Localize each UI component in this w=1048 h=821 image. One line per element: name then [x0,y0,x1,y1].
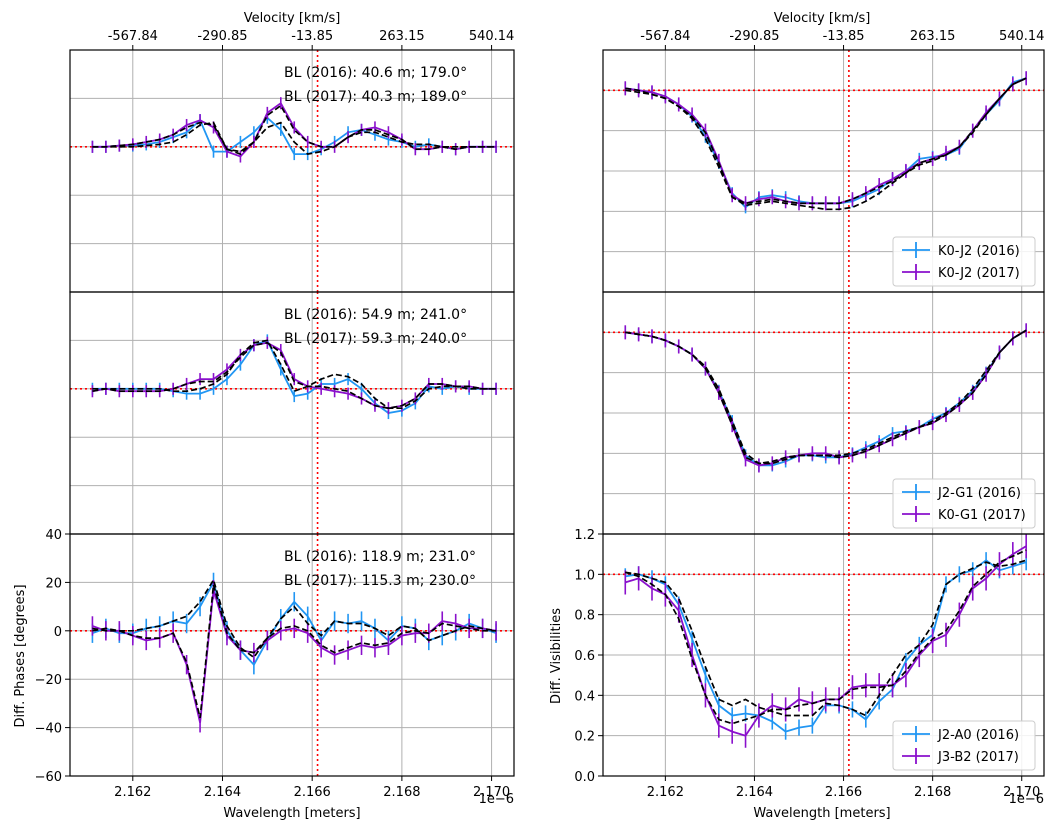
phase-y-tick-label: −60 [35,770,62,785]
visibility-panel-1: K0-J2 (2016) K0-J2 (2017) [603,50,1044,292]
velocity-tick-label: 263.15 [379,29,425,44]
right-x-offset-label: 1e−6 [1009,792,1044,807]
visibility-panel-2-legend: J2-G1 (2016) K0-G1 (2017) [892,478,1036,529]
model-2016 [92,339,497,410]
model-2017 [92,104,497,156]
x-tick-label: 2.162 [647,785,684,800]
panel-frames [69,49,1045,777]
velocity-tick-label: -13.85 [291,29,333,44]
model-2016 [625,559,1027,717]
visibility-y-tick-label: 0.6 [574,649,595,664]
left-x-offset-label: 1e−6 [479,792,514,807]
velocity-tick-label: -290.85 [197,29,247,44]
panel-frame [69,291,515,535]
series-2017 [625,545,1027,737]
panel-frame [602,533,1045,777]
phase-panel-3-bl-2016: BL (2016): 118.9 m; 231.0° [284,549,476,565]
visibility-y-tick-label: 0.0 [574,770,595,785]
x-tick-label: 2.166 [825,785,862,800]
visibility-panel-2: J2-G1 (2016) K0-G1 (2017) [603,292,1044,534]
x-tick-label: 2.168 [914,785,951,800]
velocity-tick-label: -567.84 [640,29,690,44]
model-2016 [92,577,497,659]
visibility-panel-1-legend: K0-J2 (2016) K0-J2 (2017) [892,236,1036,287]
velocity-tick-label: -13.85 [823,29,865,44]
right-velocity-axis: Velocity [km/s] -567.84 -290.85 -13.85 263.… [640,11,1044,50]
panel-frame [69,49,515,293]
right-x-axis: 2.162 2.164 2.166 2.168 2.170 Wavelength [me… [647,776,1044,821]
visibility-y-tick-label: 0.8 [574,609,595,624]
legend-entry-2016: K0-J2 (2016) [938,244,1020,259]
legend-entry-2016: J2-G1 (2016) [937,486,1021,501]
velocity-tick-label: 540.14 [999,29,1045,44]
model-2017 [625,329,1027,465]
model-2016 [92,121,497,156]
visibility-panel-3: J2-A0 (2016) J3-B2 (2017) [603,534,1044,776]
visibility-y-tick-label: 1.2 [574,528,595,543]
visibility-y-axis-label: Diff. Visibilities [549,608,564,704]
phase-y-tick-label: 0 [54,625,62,640]
velocity-tick-label: 263.15 [910,29,956,44]
left-x-axis: 2.162 2.164 2.166 2.168 2.170 Wavelength [me… [114,776,514,821]
series-2016 [625,77,1027,209]
phase-panel-1-bl-2016: BL (2016): 40.6 m; 179.0° [284,65,467,81]
phase-panel-1: BL (2016): 40.6 m; 179.0° BL (2017): 40.… [70,50,514,292]
visibility-y-tick-label: 0.4 [574,689,595,704]
legend-entry-2017: K0-G1 (2017) [938,508,1026,523]
phase-y-tick-label: 40 [45,528,62,543]
x-tick-label: 2.162 [114,785,151,800]
x-tick-label: 2.170 [1003,785,1040,800]
right-velocity-axis-label: Velocity [km/s] [774,11,871,26]
velocity-tick-label: -290.85 [729,29,779,44]
phase-panel-2-bl-2016: BL (2016): 54.9 m; 241.0° [284,307,467,323]
phase-panel-2: BL (2016): 54.9 m; 241.0° BL (2017): 59.… [70,292,514,534]
model-2017 [625,77,1027,205]
phase-panel-1-bl-2017: BL (2017): 40.3 m; 189.0° [284,89,467,105]
legend-entry-2016: J2-A0 (2016) [937,728,1019,743]
model-2016 [625,77,1027,211]
visibility-y-tick-label: 0.2 [574,730,595,745]
velocity-tick-label: 540.14 [469,29,515,44]
x-tick-label: 2.170 [473,785,510,800]
visibility-y-tick-label: 1.0 [574,568,595,583]
phase-y-tick-label: −20 [35,673,62,688]
legend-entry-2017: J3-B2 (2017) [937,750,1019,765]
model-2017 [92,341,497,410]
left-velocity-axis-label: Velocity [km/s] [244,11,341,26]
model-2016 [625,329,1027,465]
phase-y-axis: −60 −40 −20 0 20 40 Diff. Phases [degrees] [13,528,70,785]
phase-panel-3: BL (2016): 118.9 m; 231.0° BL (2017): 11… [70,534,514,776]
visibility-panel-3-legend: J2-A0 (2016) J3-B2 (2017) [892,720,1036,771]
x-tick-label: 2.168 [383,785,420,800]
phase-panel-2-bl-2017: BL (2017): 59.3 m; 240.0° [284,331,467,347]
legend-entry-2017: K0-J2 (2017) [938,266,1020,281]
phase-y-axis-label: Diff. Phases [degrees] [13,584,28,727]
right-x-axis-label: Wavelength [meters] [753,806,890,821]
phase-y-tick-label: −40 [35,722,62,737]
velocity-tick-label: -567.84 [108,29,158,44]
left-x-axis-label: Wavelength [meters] [223,806,360,821]
visibility-y-axis: 0.0 0.2 0.4 0.6 0.8 1.0 1.2 Diff. Visibilities [549,528,603,785]
phase-panel-3-bl-2017: BL (2017): 115.3 m; 230.0° [284,573,476,589]
x-tick-label: 2.164 [204,785,241,800]
left-velocity-axis: Velocity [km/s] -567.84 -290.85 -13.85 263.… [108,11,515,50]
panel-frame [69,533,515,777]
x-tick-label: 2.164 [736,785,773,800]
model-2017 [92,584,497,719]
x-tick-label: 2.166 [294,785,331,800]
phase-y-tick-label: 20 [45,576,62,591]
